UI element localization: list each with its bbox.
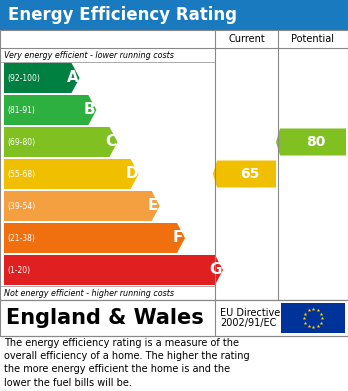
Text: (69-80): (69-80) [7, 138, 35, 147]
Bar [281, 303, 345, 333]
Polygon shape [4, 223, 185, 253]
Text: Potential: Potential [292, 34, 334, 44]
Polygon shape [4, 127, 118, 157]
Text: 80: 80 [306, 135, 326, 149]
Bar [0, 30, 348, 300]
Text: D: D [125, 167, 138, 181]
Polygon shape [4, 95, 96, 125]
Text: 2002/91/EC: 2002/91/EC [220, 318, 276, 328]
Polygon shape [4, 63, 80, 93]
Polygon shape [4, 159, 139, 189]
Text: A: A [67, 70, 78, 86]
Text: The energy efficiency rating is a measure of the
overall efficiency of a home. T: The energy efficiency rating is a measur… [4, 338, 250, 387]
Text: Very energy efficient - lower running costs: Very energy efficient - lower running co… [4, 50, 174, 59]
Polygon shape [213, 160, 276, 188]
Text: (39-54): (39-54) [7, 201, 35, 210]
Text: Energy Efficiency Rating: Energy Efficiency Rating [8, 6, 237, 24]
Text: C: C [105, 135, 116, 149]
Text: F: F [173, 231, 183, 246]
Text: E: E [148, 199, 158, 213]
Text: Current: Current [228, 34, 265, 44]
Bar [0, 0, 348, 30]
Bar [0, 300, 348, 336]
Text: (55-68): (55-68) [7, 170, 35, 179]
Text: EU Directive: EU Directive [220, 308, 280, 318]
Text: B: B [84, 102, 95, 118]
Polygon shape [276, 129, 346, 156]
Text: (1-20): (1-20) [7, 265, 30, 274]
Text: (92-100): (92-100) [7, 74, 40, 83]
Text: England & Wales: England & Wales [6, 308, 204, 328]
Text: (81-91): (81-91) [7, 106, 35, 115]
Text: Not energy efficient - higher running costs: Not energy efficient - higher running co… [4, 289, 174, 298]
Text: G: G [210, 262, 222, 278]
Text: 65: 65 [240, 167, 259, 181]
Polygon shape [4, 191, 160, 221]
Text: (21-38): (21-38) [7, 233, 35, 242]
Polygon shape [4, 255, 223, 285]
